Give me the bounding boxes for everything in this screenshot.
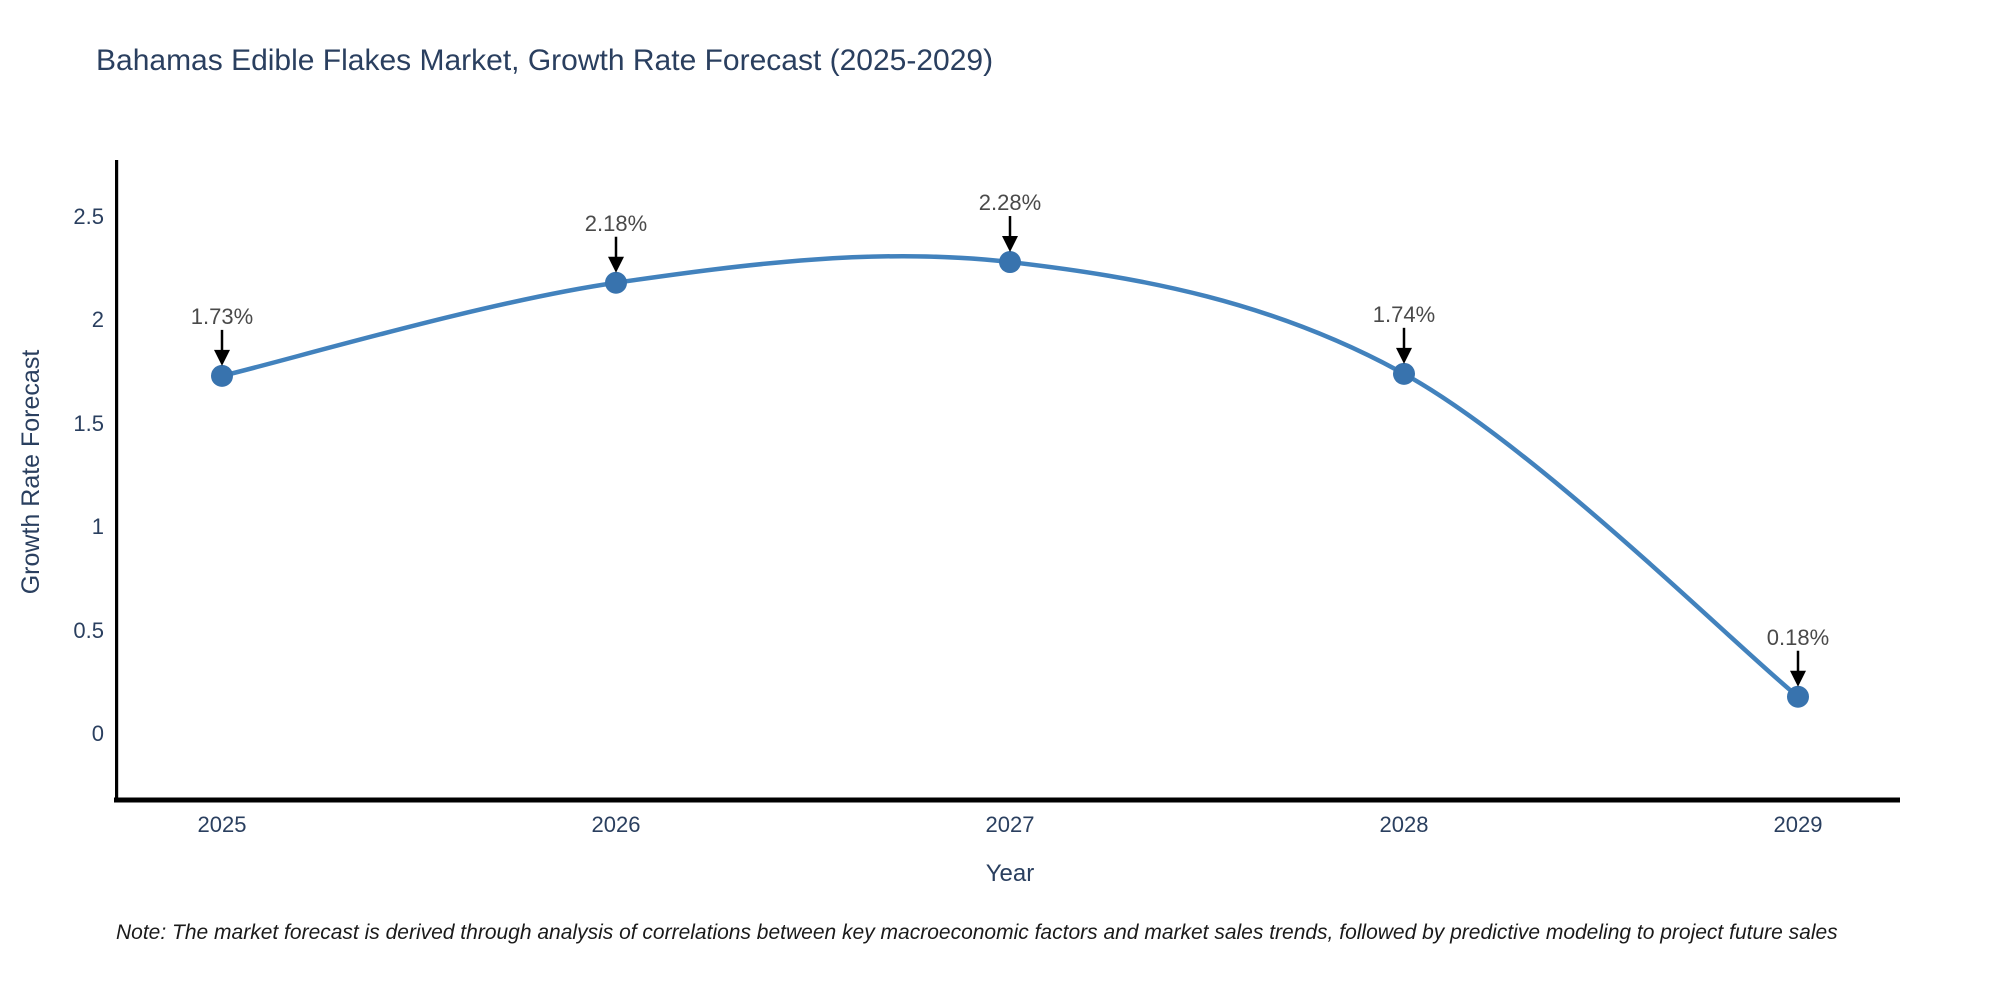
data-point-marker[interactable]: [1393, 362, 1415, 385]
x-tick-label: 2029: [1773, 812, 1823, 837]
x-axis-spine: [114, 797, 1900, 803]
x-tick-label: 2027: [985, 812, 1035, 837]
y-tick-label: 2.5: [73, 203, 104, 229]
annotation-arrowhead-icon: [1396, 347, 1412, 364]
y-tick-label: 0.5: [73, 617, 104, 643]
y-tick-label: 0: [91, 721, 104, 746]
chart-title: Bahamas Edible Flakes Market, Growth Rat…: [96, 44, 994, 77]
data-point-marker[interactable]: [605, 271, 627, 294]
annotation-arrowhead-icon: [1002, 236, 1018, 253]
x-tick-label: 2026: [591, 812, 641, 837]
annotation-arrowhead-icon: [1790, 670, 1806, 687]
annotation-label: 0.18%: [1766, 624, 1830, 650]
y-tick-label: 2: [91, 307, 104, 332]
data-point-marker[interactable]: [999, 251, 1021, 274]
x-tick-label: 2025: [197, 812, 247, 837]
annotation-label: 2.28%: [978, 190, 1042, 216]
trend-line: [219, 253, 1801, 699]
annotation-label: 1.73%: [190, 303, 254, 329]
annotation-label: 2.18%: [584, 210, 648, 236]
footnote: Note: The market forecast is derived thr…: [116, 921, 1838, 944]
y-tick-label: 1.5: [73, 410, 104, 436]
annotation-arrowhead-icon: [608, 256, 624, 273]
x-tick-label: 2028: [1379, 812, 1429, 837]
annotation-arrowhead-icon: [214, 349, 230, 366]
y-axis-spine: [115, 160, 119, 802]
data-point-marker[interactable]: [211, 364, 233, 387]
data-point-marker[interactable]: [1787, 685, 1809, 708]
annotation-label: 1.74%: [1372, 301, 1436, 327]
x-axis-title: Year: [985, 860, 1035, 887]
y-tick-label: 1: [91, 514, 104, 539]
